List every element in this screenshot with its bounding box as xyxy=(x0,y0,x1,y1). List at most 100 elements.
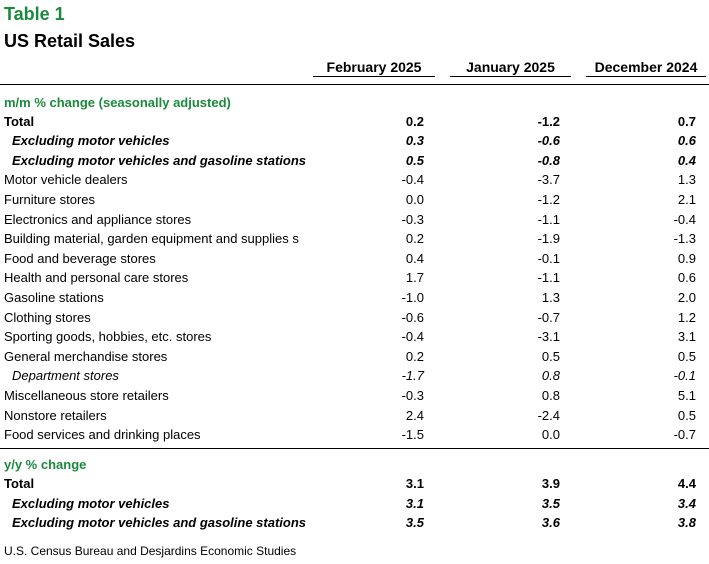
column-header-dec-2024: December 2024 xyxy=(586,59,706,77)
row-value: -0.1 xyxy=(673,368,696,384)
row-value: 3.8 xyxy=(677,515,696,531)
column-header-jan-2025: January 2025 xyxy=(450,59,571,77)
row-label: Clothing stores xyxy=(4,309,91,325)
table-row: Motor vehicle dealers -0.4 -3.7 1.3 xyxy=(0,170,709,190)
row-value: -1.9 xyxy=(537,231,560,247)
table-row: Health and personal care stores 1.7 -1.1 0.… xyxy=(0,268,709,288)
table-row: Excluding motor vehicles 3.1 3.5 3.4 xyxy=(0,494,709,514)
row-value: -0.7 xyxy=(537,309,560,325)
row-value: 0.2 xyxy=(405,113,424,129)
row-value: 3.1 xyxy=(677,329,696,345)
source-note: U.S. Census Bureau and Desjardins Econom… xyxy=(4,544,297,558)
row-label: Miscellaneous store retailers xyxy=(4,387,169,403)
column-header-feb-2025: February 2025 xyxy=(313,59,435,77)
row-value: -2.4 xyxy=(537,407,560,423)
row-value: -1.7 xyxy=(401,368,424,384)
row-label: Building material, garden equipment and … xyxy=(4,231,299,247)
row-label: Nonstore retailers xyxy=(4,407,107,423)
row-value: -0.3 xyxy=(401,387,424,403)
row-label: Excluding motor vehicles xyxy=(12,133,170,149)
row-value: -0.6 xyxy=(401,309,424,325)
row-value: 0.0 xyxy=(541,427,560,443)
row-value: 0.5 xyxy=(677,407,696,423)
row-label: Electronics and appliance stores xyxy=(4,211,192,227)
table-row: Clothing stores -0.6 -0.7 1.2 xyxy=(0,308,709,328)
table-row: Furniture stores 0.0 -1.2 2.1 xyxy=(0,190,709,210)
row-value: 3.6 xyxy=(541,515,560,531)
section-title: y/y % change xyxy=(4,457,87,472)
row-value: -1.5 xyxy=(401,427,424,443)
row-value: 5.1 xyxy=(677,387,696,403)
row-value: -1.0 xyxy=(401,289,424,305)
row-value: 0.3 xyxy=(405,133,424,149)
row-value: 3.5 xyxy=(541,495,560,511)
row-value: -0.4 xyxy=(673,211,696,227)
header-divider xyxy=(0,84,709,85)
row-value: 3.1 xyxy=(405,495,424,511)
row-value: 0.6 xyxy=(677,133,696,149)
table-row: Sporting goods, hobbies, etc. stores -0.4… xyxy=(0,327,709,347)
row-label: Gasoline stations xyxy=(4,289,104,305)
row-value: -0.6 xyxy=(537,133,560,149)
row-label: Excluding motor vehicles and gasoline st… xyxy=(12,515,307,531)
table-label: Table 1 xyxy=(4,4,65,24)
row-label: Total xyxy=(4,476,35,491)
row-value: 0.0 xyxy=(405,191,424,207)
row-value: 4.4 xyxy=(677,476,696,491)
table-row: Miscellaneous store retailers -0.3 0.8 5.1 xyxy=(0,386,709,406)
row-value: -1.2 xyxy=(537,113,560,129)
row-label: Total xyxy=(4,113,35,129)
table-row: Nonstore retailers 2.4 -2.4 0.5 xyxy=(0,406,709,426)
row-label: Excluding motor vehicles and gasoline st… xyxy=(12,152,307,168)
table-row: Excluding motor vehicles and gasoline st… xyxy=(0,151,709,171)
row-value: -0.3 xyxy=(401,211,424,227)
table-row: Food and beverage stores 0.4 -0.1 0.9 xyxy=(0,249,709,269)
row-label: Excluding motor vehicles xyxy=(12,495,170,511)
row-value: 0.4 xyxy=(677,152,696,168)
row-label: General merchandise stores xyxy=(4,348,168,364)
row-value: -1.2 xyxy=(537,191,560,207)
row-value: 0.5 xyxy=(405,152,424,168)
row-value: -3.1 xyxy=(537,329,560,345)
row-value: -1.3 xyxy=(673,231,696,247)
table-row: Building material, garden equipment and … xyxy=(0,229,709,249)
table-row: Total 3.1 3.9 4.4 xyxy=(0,474,709,494)
row-value: 0.7 xyxy=(677,113,696,129)
row-value: 1.3 xyxy=(677,172,696,188)
table-row: Excluding motor vehicles and gasoline st… xyxy=(0,513,709,533)
row-label: Food and beverage stores xyxy=(4,250,156,266)
row-value: -0.7 xyxy=(673,427,696,443)
row-value: -0.4 xyxy=(401,172,424,188)
row-label: Sporting goods, hobbies, etc. stores xyxy=(4,329,212,345)
row-value: 1.2 xyxy=(677,309,696,325)
table-row: Food services and drinking places -1.5 0.0… xyxy=(0,425,709,445)
table-row: Excluding motor vehicles 0.3 -0.6 0.6 xyxy=(0,131,709,151)
row-value: 1.3 xyxy=(541,289,560,305)
row-value: 2.4 xyxy=(405,407,424,423)
table-row: General merchandise stores 0.2 0.5 0.5 xyxy=(0,347,709,367)
row-value: 3.1 xyxy=(405,476,424,491)
table-row: Department stores -1.7 0.8 -0.1 xyxy=(0,366,709,386)
row-value: 3.9 xyxy=(541,476,560,491)
row-value: 3.5 xyxy=(405,515,424,531)
row-value: 2.0 xyxy=(677,289,696,305)
row-value: -0.4 xyxy=(401,329,424,345)
row-value: 0.6 xyxy=(677,270,696,286)
row-value: 0.2 xyxy=(405,231,424,247)
row-value: -0.1 xyxy=(537,250,560,266)
row-value: -0.8 xyxy=(537,152,560,168)
row-value: 0.8 xyxy=(541,368,560,384)
section-divider xyxy=(0,448,709,449)
row-label: Health and personal care stores xyxy=(4,270,189,286)
row-value: 0.5 xyxy=(677,348,696,364)
row-label: Food services and drinking places xyxy=(4,427,201,443)
row-value: 0.9 xyxy=(677,250,696,266)
row-value: 0.4 xyxy=(405,250,424,266)
row-value: 0.8 xyxy=(541,387,560,403)
row-label: Furniture stores xyxy=(4,191,96,207)
table-title: US Retail Sales xyxy=(4,31,136,51)
row-value: 2.1 xyxy=(677,191,696,207)
row-label: Department stores xyxy=(12,368,119,384)
table-row: Total 0.2 -1.2 0.7 xyxy=(0,112,709,132)
row-value: 3.4 xyxy=(677,495,696,511)
